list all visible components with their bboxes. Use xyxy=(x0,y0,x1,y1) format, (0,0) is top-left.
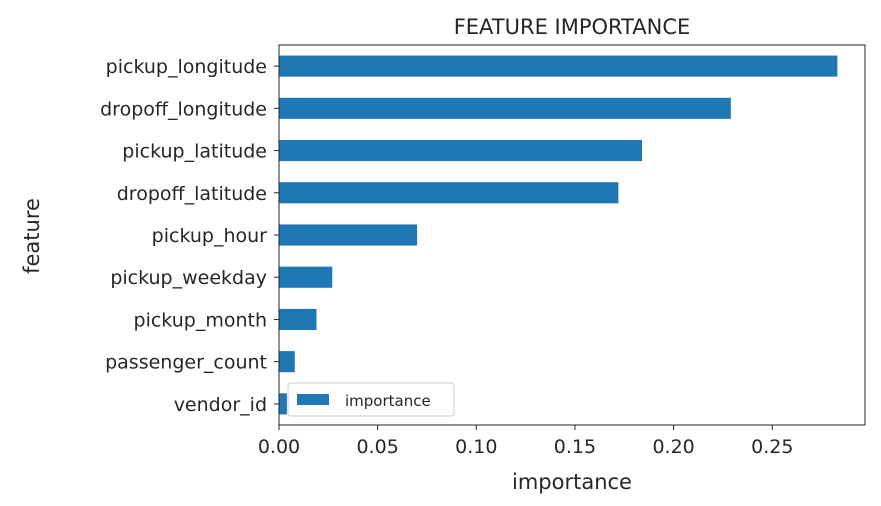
x-tick-label: 0.10 xyxy=(455,436,497,458)
legend-label: importance xyxy=(345,392,431,410)
bar-pickup-longitude xyxy=(279,56,837,77)
x-tick-label: 0.25 xyxy=(751,436,793,458)
bar-dropoff-latitude xyxy=(279,182,618,203)
bar-pickup-weekday xyxy=(279,267,332,288)
y-tick-label: pickup_hour xyxy=(152,225,268,247)
y-axis-title: feature xyxy=(20,198,44,274)
x-tick-label: 0.15 xyxy=(554,436,596,458)
y-tick-label: dropoff_longitude xyxy=(100,98,267,120)
x-axis: 0.00 0.05 0.10 0.15 0.20 0.25 xyxy=(258,425,794,458)
legend: importance xyxy=(288,383,454,416)
y-tick-label: pickup_latitude xyxy=(122,141,267,163)
chart-title: FEATURE IMPORTANCE xyxy=(454,15,691,39)
bar-pickup-hour xyxy=(279,224,417,245)
x-tick-label: 0.00 xyxy=(258,436,300,458)
bar-dropoff-longitude xyxy=(279,98,731,119)
bars-group xyxy=(279,56,837,415)
y-tick-label: passenger_count xyxy=(105,352,267,374)
x-tick-label: 0.20 xyxy=(652,436,694,458)
y-tick-label: pickup_longitude xyxy=(106,56,267,78)
bar-vendor-id xyxy=(279,393,287,414)
y-tick-label: pickup_weekday xyxy=(110,267,267,289)
y-tick-label: pickup_month xyxy=(134,309,267,331)
bar-passenger-count xyxy=(279,351,295,372)
bar-pickup-month xyxy=(279,309,316,330)
y-axis: pickup_longitude dropoff_longitude pickup_… xyxy=(100,56,279,416)
bar-pickup-latitude xyxy=(279,140,642,161)
y-tick-label: dropoff_latitude xyxy=(117,183,267,205)
legend-swatch xyxy=(297,394,329,405)
x-tick-label: 0.05 xyxy=(356,436,398,458)
x-axis-title: importance xyxy=(512,470,632,494)
y-tick-label: vendor_id xyxy=(174,394,267,416)
